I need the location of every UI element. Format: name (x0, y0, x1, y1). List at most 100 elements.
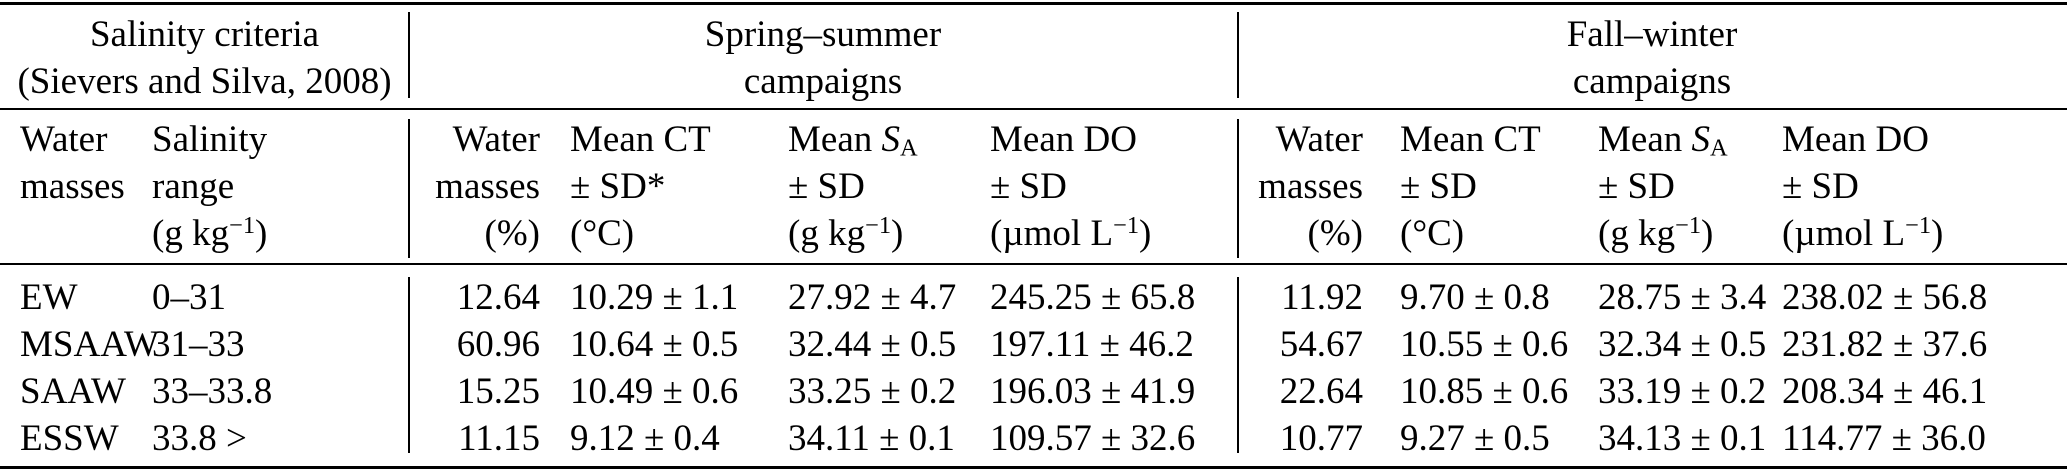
table-cell: 11.15 (458, 418, 540, 459)
table-cell: 10.49 ± 0.6 (570, 371, 739, 412)
column-header-row: Water masses Salinity range (g kg−1) Wat… (0, 110, 2067, 257)
table-cell: 10.85 ± 0.6 (1400, 371, 1569, 412)
header-text: masses (1258, 166, 1363, 207)
section-header-fall-winter: Fall–winter campaigns (1237, 12, 2067, 106)
header-text: masses (20, 166, 125, 207)
header-line: range (152, 163, 409, 210)
table-cell: 15.25 (456, 371, 540, 412)
header-symbol: S (1691, 119, 1711, 160)
table-cell: 11.92 (1281, 277, 1363, 318)
header-text: ± SD (1598, 166, 1675, 207)
header-unit: ) (1701, 213, 1714, 254)
row-label: MSAAW (20, 324, 159, 365)
header-line: ± SD (1598, 163, 1782, 210)
row-label: ESSW (20, 418, 119, 459)
table-cell: 32.44 ± 0.5 (788, 324, 957, 365)
section-header-row: Salinity criteria (Sievers and Silva, 20… (0, 5, 2067, 106)
header-text: Water (452, 119, 540, 160)
column-header-ss-mean-ct: Mean CT ± SD* (°C) (548, 116, 788, 257)
row-label: SAAW (20, 371, 126, 412)
section-header-line: campaigns (1572, 61, 1732, 102)
header-line: (%) (1237, 210, 1363, 257)
header-line: Mean CT (1400, 116, 1598, 163)
header-line: Water (409, 116, 540, 163)
table-cell: 9.27 ± 0.5 (1400, 418, 1550, 459)
table-cell: 10.29 ± 1.1 (570, 277, 739, 318)
header-text: Mean CT (1400, 119, 1541, 160)
section-header-line: Fall–winter (1566, 14, 1738, 55)
header-line: Mean CT (570, 116, 788, 163)
table-cell: 231.82 ± 37.6 (1782, 324, 1988, 365)
header-unit: (%) (484, 213, 540, 254)
section-header-line: Salinity criteria (89, 14, 320, 55)
header-text: ± SD (788, 166, 865, 207)
table-cell: 109.57 ± 32.6 (990, 418, 1196, 459)
row-label: EW (20, 277, 78, 318)
header-superscript: −1 (1675, 211, 1702, 239)
header-text: Mean CT (570, 119, 711, 160)
header-unit: (%) (1307, 213, 1363, 254)
table-cell: 0–31 (152, 277, 226, 318)
table-cell: 238.02 ± 56.8 (1782, 277, 1988, 318)
header-text: range (152, 166, 235, 207)
table-cell: 245.25 ± 65.8 (990, 277, 1196, 318)
vertical-rule-right-top (1237, 12, 1239, 98)
section-header-line: Spring–summer (704, 14, 942, 55)
column-header-fw-mean-ct: Mean CT ± SD (°C) (1365, 116, 1598, 257)
table-cell: 10.55 ± 0.6 (1400, 324, 1569, 365)
header-line: Mean DO (1782, 116, 2067, 163)
column-header-fw-water-masses-pct: Water masses (%) (1237, 116, 1365, 257)
header-line: ± SD (990, 163, 1237, 210)
header-unit: ) (1139, 213, 1152, 254)
header-line: (°C) (1400, 210, 1598, 257)
header-line: Mean DO (990, 116, 1237, 163)
header-line: (µmol L−1) (1782, 210, 2067, 257)
horizontal-rule-bottom (0, 466, 2067, 469)
header-text: Water (20, 119, 108, 160)
table-cell: 33.8 > (152, 418, 247, 459)
header-line: masses (1237, 163, 1363, 210)
header-line: ± SD (1400, 163, 1598, 210)
header-text: Water (1275, 119, 1363, 160)
column-header-salinity-range: Salinity range (g kg−1) (152, 116, 409, 257)
table-cell: 60.96 (456, 324, 540, 365)
table-cell: 33.25 ± 0.2 (788, 371, 957, 412)
table-cell: 31–33 (152, 324, 245, 365)
header-line (20, 210, 152, 257)
header-line: (°C) (570, 210, 788, 257)
header-text: Mean (1598, 119, 1692, 160)
header-line: (g kg−1) (788, 210, 990, 257)
header-text: ± SD* (570, 166, 666, 207)
table-cell: 208.34 ± 46.1 (1782, 371, 1988, 412)
table-cell: 33.19 ± 0.2 (1598, 371, 1767, 412)
header-symbol: S (881, 119, 901, 160)
table-body: EW 0–31 12.64 10.29 ± 1.1 27.92 ± 4.7 24… (0, 265, 2067, 462)
header-unit: (°C) (570, 213, 635, 254)
table-cell: 12.64 (456, 277, 540, 318)
header-unit: (µmol L (990, 213, 1114, 254)
table-cell: 196.03 ± 41.9 (990, 371, 1196, 412)
header-text: ± SD (1400, 166, 1477, 207)
header-unit: ) (1931, 213, 1944, 254)
table-cell: 9.70 ± 0.8 (1400, 277, 1550, 318)
header-line: masses (409, 163, 540, 210)
header-subscript: A (1710, 134, 1728, 162)
table-cell: 10.64 ± 0.5 (570, 324, 739, 365)
header-line: Water (1237, 116, 1363, 163)
header-line: (µmol L−1) (990, 210, 1237, 257)
column-header-ss-mean-sa: Mean SA ± SD (g kg−1) (788, 116, 990, 257)
column-header-fw-mean-do: Mean DO ± SD (µmol L−1) (1782, 116, 2067, 257)
horizontal-rule-under-section-headers (0, 108, 2067, 110)
horizontal-rule-under-column-headers (0, 263, 2067, 265)
header-subscript: A (900, 134, 918, 162)
column-header-ss-water-masses-pct: Water masses (%) (409, 116, 548, 257)
header-superscript: −1 (229, 211, 256, 239)
vertical-rule-right-middle (1237, 119, 1239, 258)
header-superscript: −1 (1113, 211, 1140, 239)
header-line: (g kg−1) (152, 210, 409, 257)
header-text: ± SD (990, 166, 1067, 207)
table-cell: 34.11 ± 0.1 (788, 418, 955, 459)
header-text: Mean DO (990, 119, 1137, 160)
header-unit: (°C) (1400, 213, 1465, 254)
